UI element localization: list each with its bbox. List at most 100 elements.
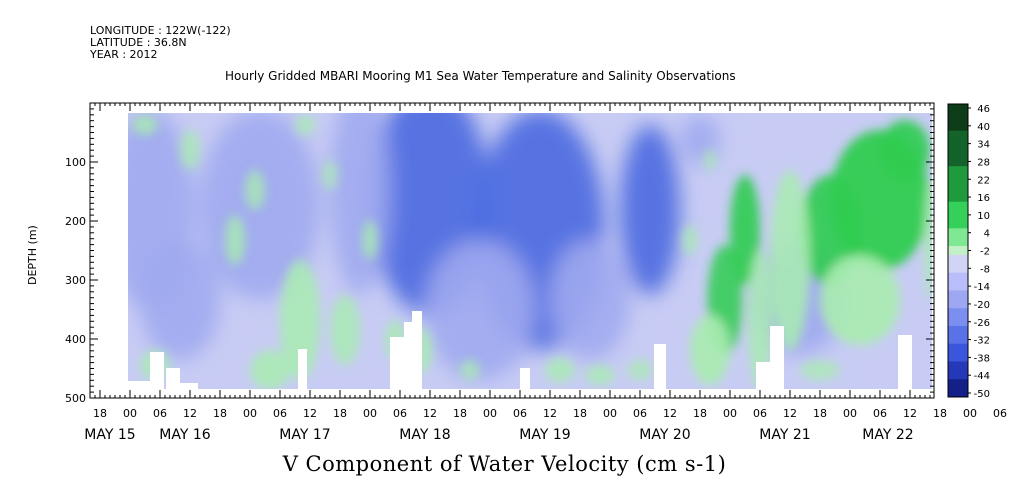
x-hour-label: 00	[963, 407, 977, 420]
colorbar-label: -44	[974, 371, 990, 382]
green-zone	[245, 170, 265, 210]
colorbar-segment	[948, 201, 968, 212]
x-axis: 18 00 06 12 18 00 06 12 18 00 06 12 18 00 06 12 18 00 06 12…	[84, 103, 1007, 443]
green-zone	[770, 170, 810, 350]
x-hour-label: 00	[603, 407, 617, 420]
colorbar-segment	[948, 104, 968, 114]
colorbar-segment	[948, 139, 968, 149]
green-zone	[690, 315, 730, 385]
colorbar-label: -32	[974, 336, 990, 347]
x-hour-label: 06	[513, 407, 527, 420]
colorbar-label: -2	[980, 247, 990, 258]
y-tick-label: 500	[65, 392, 86, 405]
x-hour-label: 18	[93, 407, 107, 420]
green-zone	[250, 350, 290, 389]
x-hour-label: 00	[363, 407, 377, 420]
x-hour-label: 12	[903, 407, 917, 420]
blue-zone	[140, 240, 220, 360]
gap-patch	[898, 335, 912, 389]
colorbar-label: -50	[974, 389, 990, 400]
gap-patch	[128, 381, 150, 389]
blue-zone	[425, 240, 535, 380]
colorbar-label: -8	[980, 264, 990, 275]
gap-patch	[756, 362, 770, 389]
x-hour-label: 06	[873, 407, 887, 420]
x-hour-label: 06	[993, 407, 1007, 420]
x-hour-label: 06	[273, 407, 287, 420]
colorbar-segment	[948, 379, 968, 389]
colorbar-segment	[948, 299, 968, 309]
x-hour-label: 12	[303, 407, 317, 420]
colorbar-segment	[948, 370, 968, 380]
gap-patch	[412, 311, 422, 389]
x-hour-label: 18	[333, 407, 347, 420]
colorbar-segment	[948, 166, 968, 176]
colorbar-segment	[948, 334, 968, 345]
x-hour-label: 00	[123, 407, 137, 420]
colorbar-segment	[948, 148, 968, 158]
x-hour-label: 12	[663, 407, 677, 420]
blue-zone	[550, 240, 630, 360]
x-hour-label: 00	[243, 407, 257, 420]
colorbar-segment	[948, 210, 968, 220]
gap-patch	[176, 383, 198, 389]
year-label: YEAR : 2012	[90, 48, 158, 61]
colorbar-segment	[948, 254, 968, 265]
x-date-label: MAY 15	[84, 427, 135, 443]
y-axis: 100 200 300 400 500	[65, 102, 934, 405]
data-gap-mask	[128, 311, 912, 389]
green-zone	[820, 255, 900, 345]
x-hour-label: 18	[813, 407, 827, 420]
colorbar-segment	[948, 228, 968, 238]
x-hour-label: 06	[393, 407, 407, 420]
gap-patch	[150, 352, 164, 389]
colorbar-segment	[948, 272, 968, 283]
latitude-label: LATITUDE : 36.8N	[90, 36, 187, 49]
colorbar-segment	[948, 325, 968, 336]
colorbar-segment	[948, 219, 968, 229]
gap-patch	[770, 326, 784, 389]
green-zone	[180, 130, 200, 170]
gap-patch	[520, 368, 530, 389]
gap-patch	[390, 337, 404, 389]
green-zone	[545, 357, 575, 383]
gap-patch	[404, 322, 412, 389]
colorbar-segment	[948, 175, 968, 185]
colorbar-label: 46	[977, 104, 990, 115]
chart-svg: 18 00 06 12 18 00 06 12 18 00 06 12 18 00 06 12 18 00 06 12…	[65, 102, 1007, 443]
green-zone	[295, 115, 315, 135]
colorbar-segment	[948, 361, 968, 371]
gap-patch	[654, 344, 666, 389]
y-tick-label: 100	[65, 156, 86, 169]
green-zone	[924, 180, 932, 300]
x-hour-label: 00	[483, 407, 497, 420]
x-hour-label: 18	[213, 407, 227, 420]
colorbar-segment	[948, 263, 968, 274]
green-zone	[730, 175, 760, 285]
colorbar-segment	[948, 281, 968, 291]
gap-patch	[298, 349, 307, 389]
green-zone	[585, 365, 615, 385]
green-zone	[800, 360, 840, 380]
x-hour-label: 18	[693, 407, 707, 420]
y-tick-label: 300	[65, 274, 86, 287]
x-date-label: MAY 17	[279, 427, 330, 443]
x-hour-label: 12	[183, 407, 197, 420]
x-date-label: MAY 16	[159, 427, 210, 443]
x-date-label: MAY 22	[862, 427, 913, 443]
y-tick-label: 400	[65, 333, 86, 346]
x-date-label: MAY 20	[639, 427, 690, 443]
x-hour-label: 18	[453, 407, 467, 420]
green-zone	[460, 360, 480, 380]
colorbar-segment	[948, 246, 968, 256]
x-hour-label: 18	[933, 407, 947, 420]
colorbar-segment	[948, 183, 968, 194]
footer-title: V Component of Water Velocity (cm s-1)	[282, 452, 727, 476]
x-hour-label: 00	[843, 407, 857, 420]
x-hour-label: 00	[723, 407, 737, 420]
x-date-label: MAY 18	[399, 427, 450, 443]
green-zone	[322, 160, 338, 190]
colorbar-segment	[948, 343, 968, 354]
colorbar-label: 22	[977, 175, 990, 186]
green-zone	[132, 115, 158, 135]
